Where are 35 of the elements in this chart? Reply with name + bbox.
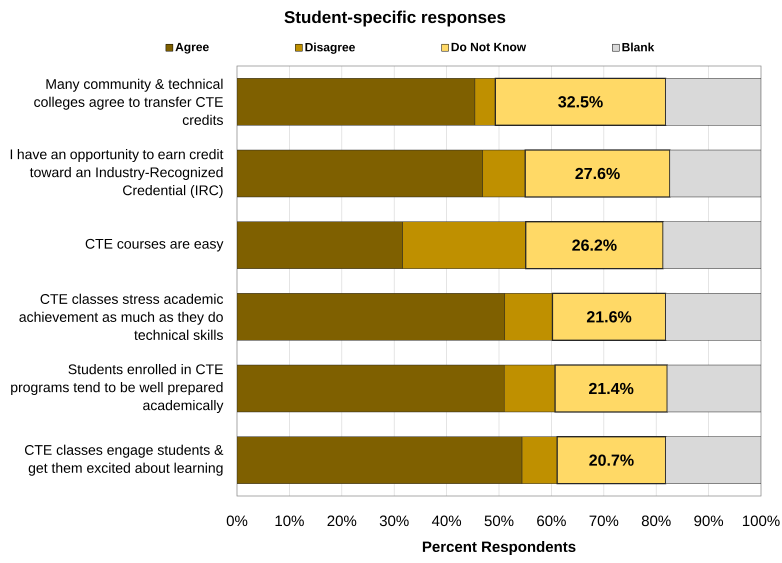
x-tick-label: 80% bbox=[642, 516, 671, 526]
data-label: 26.2% bbox=[572, 240, 617, 251]
legend-label: Do Not Know bbox=[452, 42, 526, 52]
x-tick-label: 0% bbox=[226, 516, 248, 526]
x-tick-label: 40% bbox=[432, 516, 462, 526]
x-tick-label: 50% bbox=[484, 516, 514, 526]
bar bbox=[237, 221, 403, 269]
x-tick-label: 70% bbox=[590, 516, 618, 526]
y-tick-label: CTE classes engage students & get them excited about learning bbox=[24, 444, 224, 476]
legend-label: Disagree bbox=[305, 42, 355, 54]
x-tick-label: 30% bbox=[380, 516, 409, 526]
bar bbox=[237, 436, 522, 484]
bar bbox=[237, 150, 484, 198]
y-tick-label: CTE classes stress academic achievement as much as they do technical skills bbox=[19, 294, 224, 340]
y-tick-label: Students enrolled in CTE programs tend to be well prepared academically bbox=[11, 364, 224, 414]
bar bbox=[237, 78, 476, 126]
chart-title: Student-specific responses bbox=[284, 10, 506, 27]
data-label: 21.6% bbox=[586, 311, 632, 322]
legend-label: Blank bbox=[622, 42, 654, 52]
x-tick-label: 90% bbox=[694, 516, 724, 526]
y-tick-label: CTE courses are easy bbox=[86, 238, 224, 252]
y-tick-label: I have an opportunity to earn credit toward an Industry-Recognized Credential (IRC) bbox=[10, 148, 224, 198]
x-tick-label: 100% bbox=[742, 516, 780, 526]
y-tick-label: Many community & technical colleges agree to transfer CTE credits bbox=[34, 78, 223, 125]
bar bbox=[237, 293, 506, 341]
legend-label: Agree bbox=[175, 42, 209, 54]
data-label: 21.4% bbox=[589, 382, 634, 394]
bar bbox=[237, 364, 504, 412]
data-label: 20.7% bbox=[589, 454, 634, 466]
x-axis-title: Percent Respondents bbox=[422, 541, 576, 555]
x-tick-label: 20% bbox=[328, 516, 356, 526]
data-label: 27.6% bbox=[575, 168, 620, 180]
x-tick-label: 10% bbox=[276, 516, 304, 526]
data-label: 32.5% bbox=[558, 96, 603, 108]
x-tick-label: 60% bbox=[537, 516, 566, 526]
